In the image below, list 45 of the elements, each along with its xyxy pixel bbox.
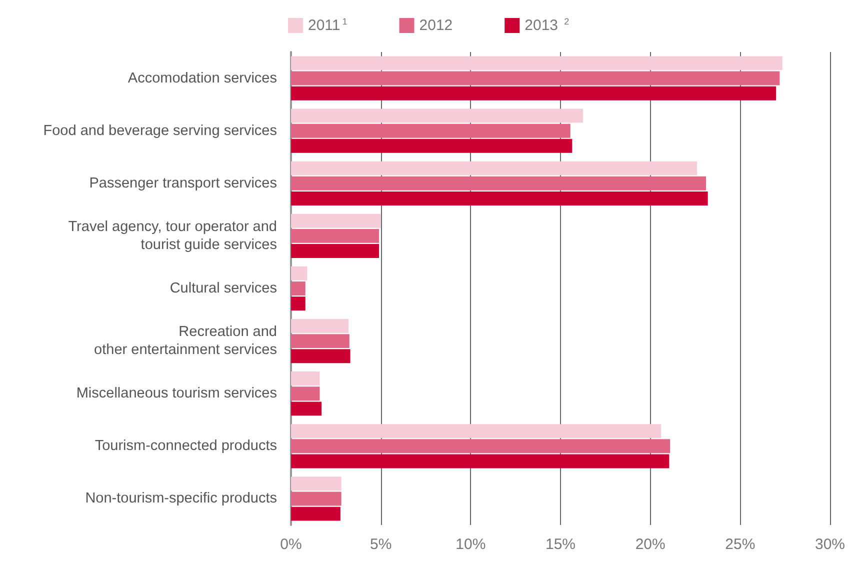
bar (291, 108, 583, 123)
bar (291, 228, 380, 243)
bar (291, 424, 662, 438)
bar (291, 334, 350, 348)
x-tick-label: 20% (635, 536, 666, 553)
y-tick-label: Miscellaneous tourism services (76, 386, 277, 402)
bar (291, 161, 698, 176)
y-tick-label: Tourism-connected products (94, 438, 277, 454)
bar (291, 71, 780, 86)
bar (291, 372, 320, 386)
y-tick-label: Recreation and other entertainment services (94, 324, 277, 358)
x-tick-label: 30% (814, 536, 846, 553)
bar (291, 214, 381, 228)
bar (291, 492, 342, 506)
bar (291, 244, 380, 258)
y-tick-label: Cultural services (170, 280, 277, 296)
legend-label: 2013 2 (524, 16, 570, 34)
bar (291, 402, 322, 416)
bar (291, 454, 670, 468)
y-tick-label: Non-tourism-specific products (85, 490, 277, 507)
y-tick-label: Food and beverage serving services (43, 122, 277, 139)
x-tick-label: 5% (370, 536, 392, 553)
bar (291, 191, 708, 206)
bar (291, 138, 572, 153)
bar (291, 124, 570, 138)
bar (291, 318, 348, 333)
bar (291, 282, 306, 296)
bar (291, 439, 670, 454)
bar (291, 476, 342, 491)
bar (291, 86, 776, 100)
y-tick-label: Passenger transport services (89, 175, 277, 192)
x-tick-label: 25% (725, 536, 756, 553)
bar (291, 176, 706, 190)
bar (291, 56, 782, 70)
y-tick-label: Travel agency, tour operator and tourist guide services (68, 218, 277, 253)
y-tick-label: Accomodation services (128, 70, 277, 86)
bar (291, 386, 320, 401)
x-tick-label: 10% (456, 536, 486, 553)
bar (291, 506, 340, 521)
legend-label: 2012 (419, 17, 453, 34)
bar (291, 266, 308, 280)
x-tick-label: 0% (280, 536, 302, 553)
x-tick-label: 15% (545, 536, 576, 553)
bar (291, 349, 350, 364)
bar (291, 296, 306, 311)
